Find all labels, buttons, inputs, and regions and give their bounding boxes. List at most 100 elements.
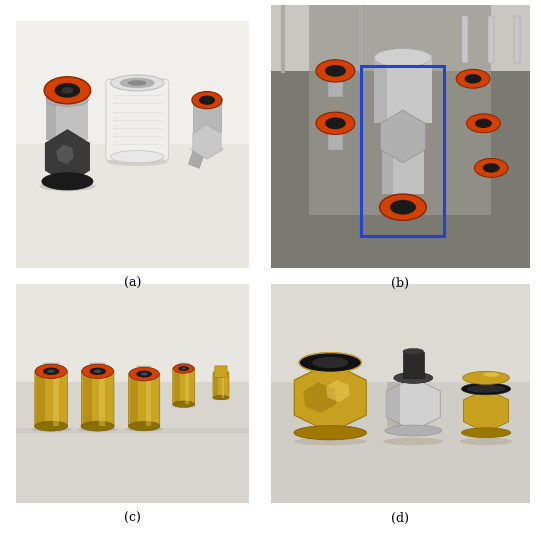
- Ellipse shape: [294, 425, 367, 440]
- Ellipse shape: [475, 119, 492, 128]
- Ellipse shape: [89, 368, 106, 375]
- Ellipse shape: [39, 181, 95, 191]
- Ellipse shape: [394, 372, 433, 384]
- Bar: [462, 16, 469, 63]
- Ellipse shape: [374, 49, 432, 67]
- Ellipse shape: [474, 158, 508, 177]
- Bar: [137, 366, 151, 374]
- Bar: [361, 66, 445, 236]
- FancyBboxPatch shape: [81, 370, 114, 427]
- Ellipse shape: [128, 422, 160, 431]
- Ellipse shape: [192, 91, 222, 109]
- Bar: [403, 351, 424, 378]
- Bar: [47, 95, 88, 140]
- Bar: [193, 98, 221, 132]
- Text: (b): (b): [391, 277, 410, 290]
- Ellipse shape: [174, 364, 194, 373]
- Ellipse shape: [128, 80, 147, 86]
- Ellipse shape: [120, 78, 155, 88]
- Bar: [44, 363, 58, 371]
- Bar: [16, 284, 249, 382]
- Bar: [16, 21, 249, 144]
- FancyBboxPatch shape: [106, 79, 169, 160]
- Ellipse shape: [107, 157, 168, 166]
- Ellipse shape: [199, 95, 215, 105]
- Ellipse shape: [484, 372, 499, 377]
- Bar: [374, 55, 387, 123]
- Ellipse shape: [380, 194, 426, 220]
- Ellipse shape: [31, 427, 71, 432]
- Ellipse shape: [141, 372, 148, 376]
- Bar: [130, 374, 138, 426]
- Bar: [174, 369, 180, 404]
- Bar: [99, 371, 105, 426]
- Bar: [374, 55, 432, 123]
- Bar: [90, 363, 105, 371]
- Bar: [328, 124, 343, 149]
- Bar: [214, 373, 218, 398]
- Ellipse shape: [179, 366, 189, 371]
- Ellipse shape: [461, 428, 511, 438]
- Ellipse shape: [35, 364, 67, 378]
- FancyBboxPatch shape: [215, 366, 227, 378]
- Bar: [270, 5, 530, 71]
- Bar: [514, 16, 520, 63]
- Ellipse shape: [460, 438, 512, 445]
- Ellipse shape: [325, 117, 346, 129]
- Ellipse shape: [42, 173, 93, 190]
- Ellipse shape: [463, 371, 510, 385]
- Ellipse shape: [48, 370, 55, 373]
- Ellipse shape: [384, 438, 443, 445]
- Ellipse shape: [316, 112, 355, 134]
- Ellipse shape: [465, 74, 481, 83]
- Ellipse shape: [126, 427, 163, 431]
- Ellipse shape: [173, 401, 195, 408]
- Bar: [488, 16, 494, 63]
- Ellipse shape: [294, 438, 367, 445]
- Bar: [16, 429, 249, 433]
- Bar: [36, 371, 45, 426]
- Ellipse shape: [189, 146, 225, 152]
- Ellipse shape: [129, 367, 159, 381]
- Ellipse shape: [181, 368, 186, 370]
- Ellipse shape: [483, 163, 500, 173]
- Ellipse shape: [466, 114, 500, 133]
- Ellipse shape: [43, 368, 60, 375]
- Text: (c): (c): [124, 513, 141, 525]
- Bar: [83, 371, 91, 426]
- Ellipse shape: [461, 383, 511, 395]
- Ellipse shape: [316, 60, 355, 82]
- Bar: [222, 373, 225, 398]
- Bar: [309, 5, 491, 215]
- Ellipse shape: [47, 94, 88, 106]
- Ellipse shape: [456, 70, 490, 88]
- Ellipse shape: [81, 421, 114, 431]
- Bar: [47, 95, 56, 140]
- Text: (d): (d): [391, 513, 410, 525]
- Bar: [52, 371, 58, 426]
- Bar: [382, 136, 393, 194]
- Bar: [146, 374, 151, 426]
- Ellipse shape: [136, 371, 152, 378]
- Text: (a): (a): [124, 277, 141, 290]
- Ellipse shape: [299, 353, 361, 372]
- Bar: [328, 71, 343, 97]
- Ellipse shape: [62, 87, 73, 94]
- Ellipse shape: [110, 75, 164, 91]
- Ellipse shape: [110, 151, 164, 163]
- Ellipse shape: [403, 348, 424, 355]
- Ellipse shape: [325, 65, 346, 77]
- Bar: [382, 136, 424, 194]
- Ellipse shape: [312, 357, 348, 368]
- Ellipse shape: [55, 83, 80, 98]
- Ellipse shape: [212, 398, 230, 400]
- Ellipse shape: [214, 395, 228, 400]
- Ellipse shape: [82, 364, 114, 378]
- FancyBboxPatch shape: [129, 373, 160, 427]
- FancyBboxPatch shape: [173, 368, 195, 406]
- Bar: [179, 363, 189, 369]
- Bar: [188, 141, 207, 169]
- Ellipse shape: [385, 425, 442, 436]
- FancyBboxPatch shape: [213, 372, 229, 399]
- Bar: [184, 369, 189, 404]
